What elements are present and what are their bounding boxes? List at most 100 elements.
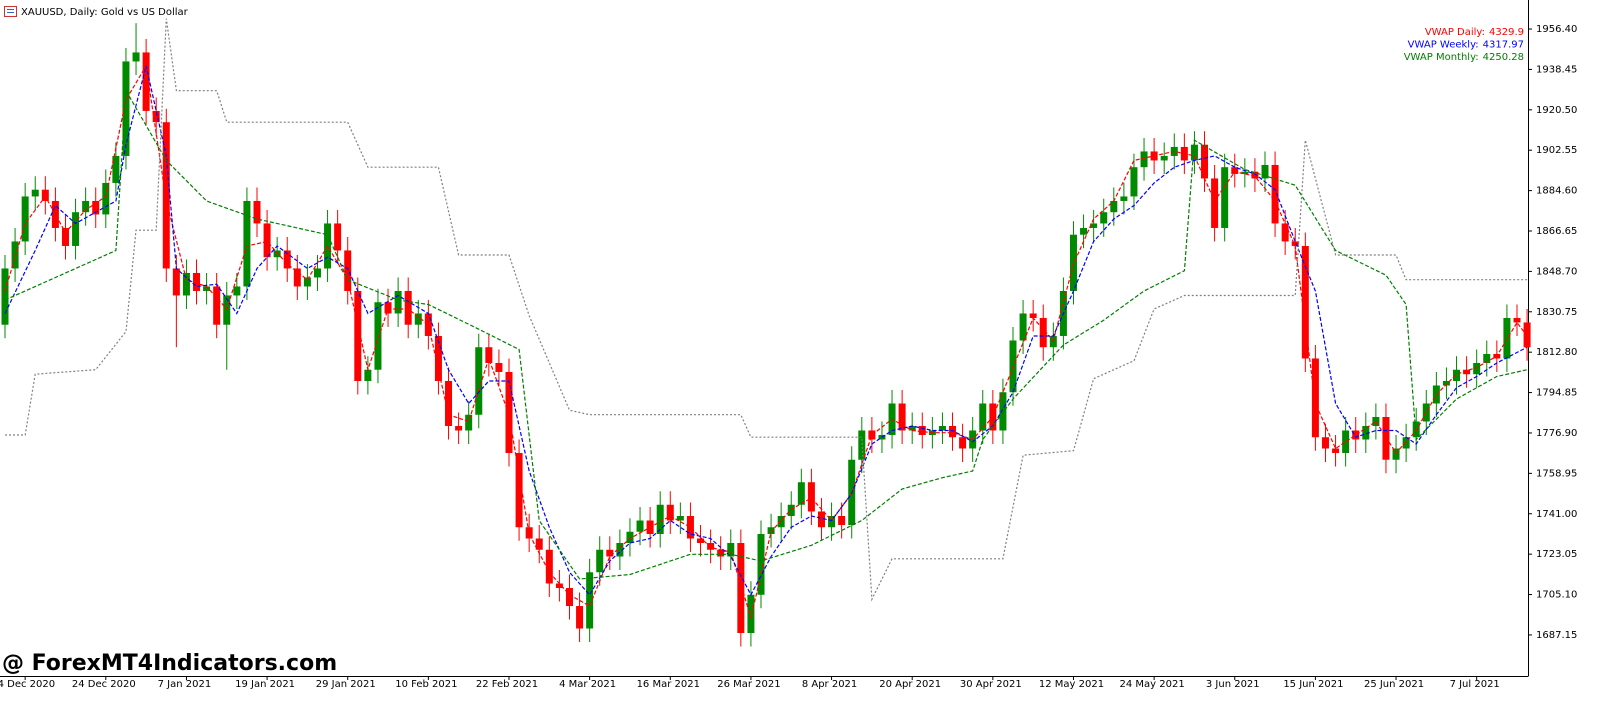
candle-body bbox=[636, 520, 644, 532]
x-tick-label: 8 Apr 2021 bbox=[802, 679, 857, 690]
symbol-icon bbox=[4, 6, 17, 17]
legend-value: 4329.9 bbox=[1489, 27, 1524, 38]
candle-body bbox=[455, 425, 463, 431]
candle-body bbox=[868, 430, 876, 440]
y-tick-label: 1812.80 bbox=[1536, 347, 1577, 358]
candle-body bbox=[424, 313, 432, 336]
candle-body bbox=[41, 189, 49, 201]
x-tick-label: 7 Jul 2021 bbox=[1450, 679, 1500, 690]
x-tick-label: 22 Feb 2021 bbox=[476, 679, 538, 690]
x-tick-label: 12 May 2021 bbox=[1039, 679, 1104, 690]
candle-body bbox=[223, 295, 231, 325]
y-tick-label: 1723.05 bbox=[1536, 549, 1577, 560]
candle-body bbox=[949, 425, 957, 438]
candle-body bbox=[414, 313, 422, 325]
candle-body bbox=[1503, 317, 1511, 359]
candle-body bbox=[1442, 380, 1450, 386]
indicator-line bbox=[5, 18, 1528, 602]
legend-value: 4317.97 bbox=[1483, 40, 1524, 51]
candle-body bbox=[193, 272, 201, 291]
y-tick-label: 1956.40 bbox=[1536, 24, 1577, 35]
candle-body bbox=[1321, 437, 1329, 449]
legend-entry: VWAP Monthly: 4250.28 bbox=[1404, 52, 1524, 63]
candle-body bbox=[243, 200, 251, 287]
y-tick-label: 1884.60 bbox=[1536, 186, 1577, 197]
candle-body bbox=[787, 504, 795, 517]
candle-body bbox=[1130, 167, 1138, 197]
candle-body bbox=[465, 414, 473, 431]
candle-body bbox=[142, 52, 150, 111]
candle-body bbox=[515, 452, 523, 528]
candle-body bbox=[1483, 353, 1491, 363]
x-tick-label: 14 Dec 2020 bbox=[0, 679, 55, 690]
candle-body bbox=[263, 223, 271, 258]
candle-body bbox=[666, 504, 674, 521]
candle-body bbox=[656, 504, 664, 535]
candle-body bbox=[394, 290, 402, 314]
candle-body bbox=[1392, 448, 1400, 460]
candle-body bbox=[747, 594, 755, 634]
candle-body bbox=[1160, 155, 1168, 161]
candle-body bbox=[11, 241, 19, 269]
candle-body bbox=[1453, 369, 1461, 381]
candle-body bbox=[565, 588, 573, 607]
x-tick-label: 10 Feb 2021 bbox=[395, 679, 457, 690]
candle-body bbox=[1110, 200, 1118, 213]
candle-body bbox=[555, 583, 563, 589]
legend-entry: VWAP Weekly: 4317.97 bbox=[1408, 40, 1524, 51]
x-tick-label: 24 May 2021 bbox=[1120, 679, 1185, 690]
candle-body bbox=[918, 425, 926, 435]
x-tick-label: 25 Jun 2021 bbox=[1364, 679, 1424, 690]
x-tick-label: 24 Dec 2020 bbox=[72, 679, 136, 690]
candle-body bbox=[1402, 437, 1410, 449]
candle-body bbox=[102, 182, 110, 215]
y-tick-label: 1705.10 bbox=[1536, 590, 1577, 601]
legend-value: 4250.28 bbox=[1483, 52, 1524, 63]
candle-body bbox=[122, 61, 130, 156]
candle-body bbox=[1190, 144, 1198, 161]
candle-body bbox=[959, 437, 967, 449]
candle-body bbox=[1463, 369, 1471, 375]
candle-body bbox=[1291, 241, 1299, 246]
candle-body bbox=[1311, 358, 1319, 438]
candle-body bbox=[979, 403, 987, 431]
candle-body bbox=[445, 380, 453, 426]
candle-body bbox=[273, 250, 281, 258]
y-tick-label: 1920.50 bbox=[1536, 105, 1577, 116]
indicator-line bbox=[4, 88, 1528, 580]
candle-body bbox=[1080, 227, 1088, 235]
x-tick-label: 3 Jun 2021 bbox=[1206, 679, 1260, 690]
candle-body bbox=[1372, 416, 1380, 426]
candle-body bbox=[1221, 167, 1229, 228]
candle-body bbox=[535, 538, 543, 550]
candle-body bbox=[1019, 313, 1027, 341]
candle-body bbox=[686, 516, 694, 539]
candle-body bbox=[938, 425, 946, 431]
candle-body bbox=[1029, 313, 1037, 318]
candle-body bbox=[475, 347, 483, 415]
candle-body bbox=[817, 511, 825, 528]
x-tick-label: 7 Jan 2021 bbox=[158, 679, 212, 690]
candle-body bbox=[505, 371, 513, 453]
candle-body bbox=[606, 549, 614, 557]
candle-body bbox=[182, 272, 190, 296]
y-tick-label: 1741.00 bbox=[1536, 509, 1577, 520]
candle-body bbox=[162, 122, 170, 269]
candle-body bbox=[1251, 171, 1259, 179]
candle-body bbox=[1201, 144, 1209, 179]
x-tick-label: 16 Mar 2021 bbox=[637, 679, 700, 690]
candle-body bbox=[707, 543, 715, 550]
candle-body bbox=[545, 549, 553, 584]
candle-body bbox=[777, 516, 785, 528]
x-tick-label: 15 Jun 2021 bbox=[1283, 679, 1343, 690]
candle-body bbox=[676, 516, 684, 521]
candle-body bbox=[61, 227, 69, 246]
candle-body bbox=[697, 538, 705, 544]
candle-body bbox=[737, 543, 745, 634]
candle-body bbox=[626, 531, 634, 544]
candle-body bbox=[384, 302, 392, 314]
candle-body bbox=[858, 430, 866, 460]
candle-body bbox=[1241, 171, 1249, 174]
